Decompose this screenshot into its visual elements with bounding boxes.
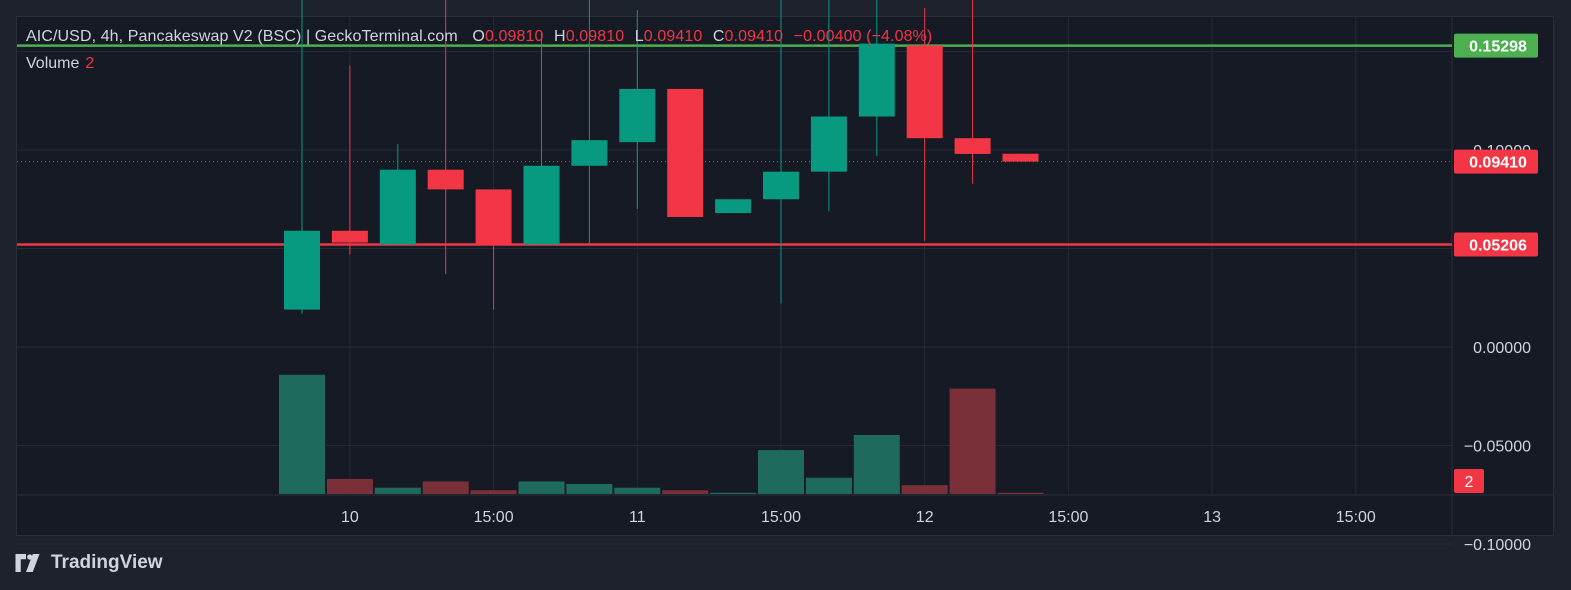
x-tick-label: 10 bbox=[341, 509, 359, 526]
last-price-badge: 0.09410 bbox=[1469, 155, 1527, 172]
volume-badge-bg bbox=[1454, 469, 1484, 493]
low-value: 0.09410 bbox=[643, 28, 703, 45]
candle-body bbox=[954, 138, 991, 154]
candle-body bbox=[523, 165, 560, 245]
high-label: H bbox=[554, 28, 566, 45]
tradingview-label: TradingView bbox=[51, 552, 163, 573]
symbol-label: AIC/USD, 4h, Pancakeswap V2 (BSC) | Geck… bbox=[26, 28, 458, 45]
candle-body bbox=[858, 43, 895, 117]
open-label: O bbox=[472, 28, 485, 45]
x-tick-label: 13 bbox=[1203, 509, 1221, 526]
red-level-badge-bg bbox=[1454, 232, 1538, 257]
change-value: −0.00400 (−4.08%) bbox=[793, 28, 933, 45]
x-tick-label: 15:00 bbox=[761, 509, 801, 526]
candle-body bbox=[284, 230, 320, 310]
candle-body bbox=[715, 199, 752, 214]
candle-body bbox=[667, 88, 704, 217]
volume-bar bbox=[518, 481, 565, 494]
x-tick-label: 15:00 bbox=[474, 509, 514, 526]
chart-legend: AIC/USD, 4h, Pancakeswap V2 (BSC) | Geck… bbox=[26, 28, 932, 46]
candle-body bbox=[427, 169, 464, 190]
red-level-badge: 0.05206 bbox=[1469, 237, 1527, 254]
x-tick-label: 15:00 bbox=[1048, 509, 1088, 526]
volume-bar bbox=[279, 374, 325, 494]
candle-body bbox=[331, 230, 368, 243]
close-label: C bbox=[712, 28, 725, 45]
x-tick-label: 12 bbox=[916, 509, 934, 526]
volume-bar bbox=[853, 435, 900, 494]
volume-value: 2 bbox=[85, 55, 95, 72]
tradingview-logo[interactable]: TradingView bbox=[15, 552, 163, 574]
volume-bar bbox=[566, 483, 613, 494]
open-value: 0.09810 bbox=[484, 28, 544, 45]
volume-label: Volume bbox=[26, 55, 80, 72]
close-value: 0.09410 bbox=[724, 28, 784, 45]
y-tick-label: −0.05000 bbox=[1464, 439, 1531, 456]
volume-bar bbox=[422, 481, 469, 494]
y-tick-label: −0.10000 bbox=[1464, 537, 1531, 554]
volume-bar bbox=[374, 487, 421, 494]
volume-bar bbox=[949, 388, 996, 494]
green-level-badge: 0.15298 bbox=[1469, 39, 1527, 56]
volume-bar bbox=[710, 492, 757, 494]
candle-body bbox=[379, 169, 416, 245]
candle-body bbox=[810, 116, 847, 172]
volume-bar bbox=[997, 492, 1044, 494]
high-value: 0.09810 bbox=[565, 28, 625, 45]
y-tick-label: 0.00000 bbox=[1473, 340, 1531, 357]
volume-bar bbox=[805, 477, 852, 494]
volume-badge: 2 bbox=[1465, 474, 1474, 491]
candle-body bbox=[619, 88, 656, 143]
candle-body bbox=[571, 140, 608, 166]
last-price-badge-bg bbox=[1454, 149, 1538, 174]
green-level-badge-bg bbox=[1454, 33, 1538, 58]
x-tick-label: 11 bbox=[629, 509, 646, 526]
volume-bar bbox=[901, 485, 948, 494]
candle-body bbox=[475, 189, 512, 245]
candle-body bbox=[763, 171, 799, 200]
x-tick-label: 15:00 bbox=[1336, 509, 1376, 526]
volume-bar bbox=[326, 478, 373, 494]
volume-bar bbox=[662, 490, 709, 494]
volume-bar bbox=[614, 487, 661, 494]
chart-frame[interactable] bbox=[16, 16, 1554, 536]
tradingview-icon bbox=[15, 554, 40, 572]
volume-bar bbox=[758, 450, 804, 494]
volume-bar bbox=[470, 490, 517, 494]
candle-body bbox=[1002, 153, 1039, 162]
candle-body bbox=[906, 45, 943, 139]
low-label: L bbox=[634, 28, 644, 45]
volume-legend: Volume 2 bbox=[26, 55, 94, 73]
